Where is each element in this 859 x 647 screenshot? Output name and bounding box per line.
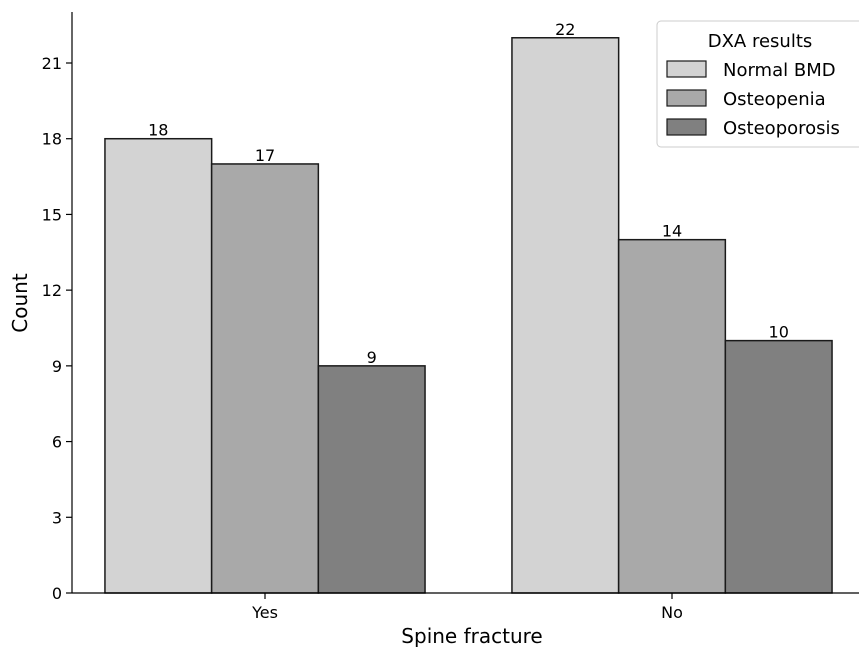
bar-osteoporosis-yes xyxy=(317,365,426,594)
y-axis-title: Count xyxy=(8,273,32,333)
x-axis: Yes No xyxy=(72,592,859,622)
data-label: 18 xyxy=(148,121,168,140)
data-label: 22 xyxy=(555,20,575,39)
legend-swatch xyxy=(666,60,707,78)
bar-osteopenia-no xyxy=(617,238,727,594)
data-labels-group: 18 17 9 22 14 10 xyxy=(148,20,789,367)
bar-osteopenia-yes xyxy=(210,163,320,594)
y-tick-label: 12 xyxy=(42,281,62,300)
y-axis: 0 3 6 9 12 15 18 21 xyxy=(42,12,73,603)
bar-osteoporosis-no xyxy=(724,339,833,594)
data-label: 17 xyxy=(255,146,275,165)
y-tick-label: 6 xyxy=(52,433,62,452)
legend: DXA results Normal BMD Osteopenia Osteopor… xyxy=(656,20,859,148)
data-label: 9 xyxy=(367,348,377,367)
legend-label: Osteoporosis xyxy=(723,118,840,139)
bars-group xyxy=(104,37,833,594)
y-tick-label: 15 xyxy=(42,205,62,224)
bar-normal-bmd-no xyxy=(511,37,620,594)
legend-swatch xyxy=(666,89,707,107)
legend-title: DXA results xyxy=(708,31,813,52)
y-tick-label: 18 xyxy=(42,130,62,149)
x-tick-label: Yes xyxy=(251,603,278,622)
y-tick-label: 21 xyxy=(42,54,62,73)
data-label: 10 xyxy=(769,323,789,342)
bar-normal-bmd-yes xyxy=(104,137,213,594)
legend-swatch xyxy=(666,118,707,136)
y-tick-label: 9 xyxy=(52,357,62,376)
legend-label: Normal BMD xyxy=(723,60,836,81)
legend-frame xyxy=(656,20,859,148)
x-tick-label: No xyxy=(661,603,683,622)
x-axis-title: Spine fracture xyxy=(401,624,542,647)
y-tick-label: 3 xyxy=(52,508,62,527)
legend-items: Normal BMD Osteopenia Osteoporosis xyxy=(666,60,840,139)
legend-label: Osteopenia xyxy=(723,89,826,110)
y-tick-label: 0 xyxy=(52,584,62,603)
data-label: 14 xyxy=(662,222,682,241)
